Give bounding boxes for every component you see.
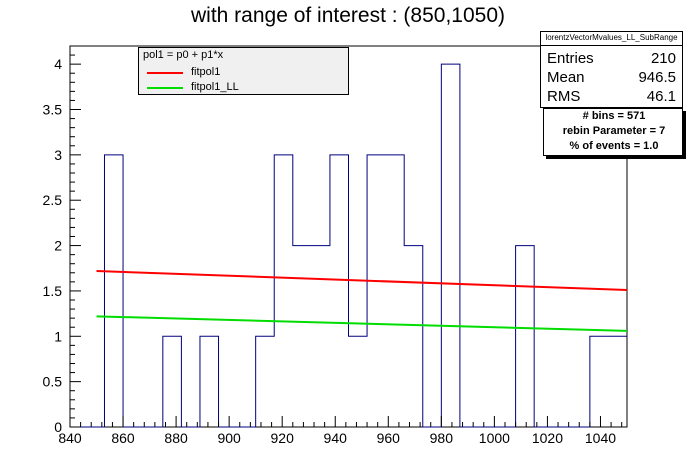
x-tick-label: 940 [324,430,348,446]
x-tick-label: 840 [58,430,82,446]
stats-box: lorentzVectorMvalues_LL_SubRange Entries… [540,31,683,108]
stats-key: Entries [547,50,594,67]
y-tick-label: 3.5 [43,102,63,118]
stats-key: Mean [547,69,585,86]
stats-value: 946.5 [638,69,676,86]
fit-line-fitpol1-ll [96,315,628,332]
stats-row-mean: Mean 946.5 [547,69,676,87]
legend-swatch-fitpol1-ll [147,87,183,89]
x-tick-label: 980 [430,430,454,446]
histogram-steps [70,63,627,428]
y-tick-label: 4 [54,56,62,72]
info-rebin: rebin Parameter = 7 [562,125,666,137]
stats-row-rms: RMS 46.1 [547,88,676,106]
x-tick-label: 920 [271,430,295,446]
x-tick-label: 860 [111,430,135,446]
x-tick-label: 1000 [479,430,510,446]
fit-line-fitpol1 [96,269,628,292]
y-tick-label: 1.5 [43,283,63,299]
y-tick-label: 3 [54,147,62,163]
y-tick-label: 2 [54,238,62,254]
stats-separator [541,45,682,46]
info-box: # bins = 571 rebin Parameter = 7 % of ev… [543,108,683,156]
x-tick-label: 960 [377,430,401,446]
legend-swatch-fitpol1 [147,72,183,74]
y-tick-label: 2.5 [43,192,63,208]
x-tick-label: 1020 [532,430,563,446]
legend-label-fitpol1-ll: fitpol1_LL [191,81,239,93]
stats-key: RMS [547,88,581,105]
x-tick-label: 880 [164,430,188,446]
y-tick-label: 0.5 [43,374,63,390]
stats-value: 46.1 [646,88,676,105]
y-tick-label: 1 [54,328,62,344]
info-events: % of events = 1.0 [569,140,659,152]
info-bins: # bins = 571 [582,110,646,122]
stats-row-entries: Entries 210 [547,50,676,68]
stats-histogram-name: lorentzVectorMvalues_LL_SubRange [545,33,678,42]
x-tick-label: 1040 [585,430,616,446]
y-tick-label: 0 [54,419,62,435]
stats-value: 210 [650,50,676,67]
legend-header: pol1 = p0 + p1*x [143,49,224,61]
legend: pol1 = p0 + p1*x fitpol1 fitpol1_LL [138,47,349,95]
legend-label-fitpol1: fitpol1 [191,66,221,78]
x-tick-label: 900 [217,430,241,446]
chart-title: with range of interest : (850,1050) [190,4,505,27]
